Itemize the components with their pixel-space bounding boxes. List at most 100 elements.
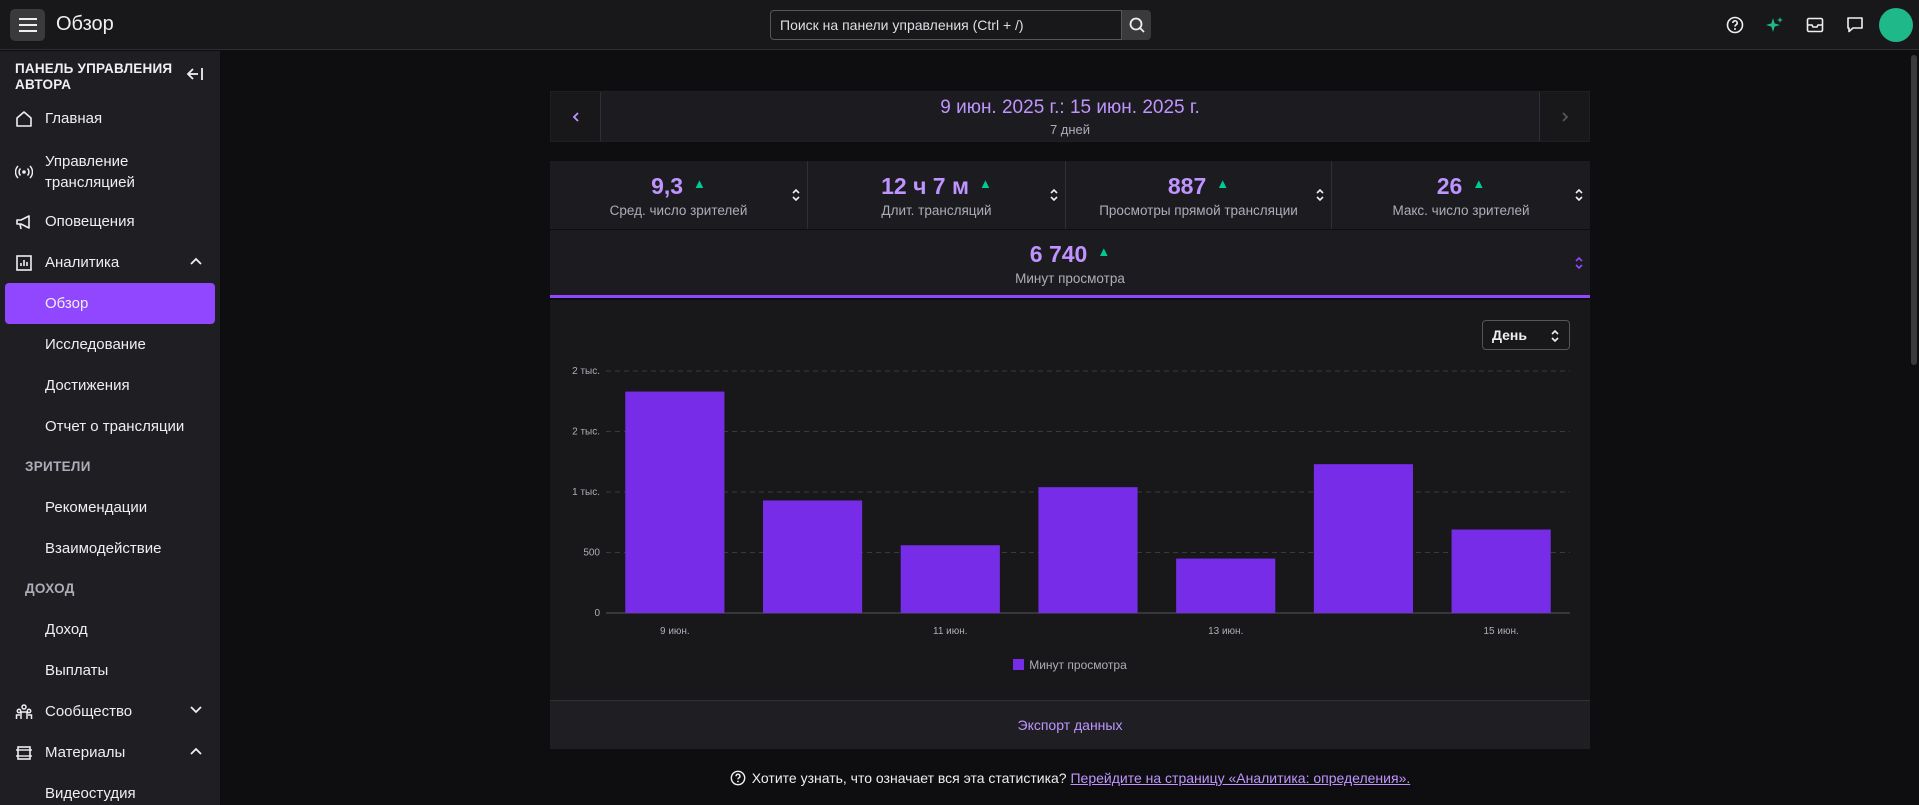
chevron-up-icon — [190, 747, 202, 755]
search-bar — [770, 10, 1151, 40]
kpi-stream-duration[interactable]: 12 ч 7 м ▲ Длит. трансляций — [808, 161, 1066, 229]
avatar[interactable] — [1879, 8, 1913, 42]
legend-swatch — [1013, 659, 1025, 670]
chart-panel: День 0 500 1 тыс. 2 тыс. 2 тыс. 9 июн. 11 июн.… — [550, 300, 1590, 700]
next-range-button[interactable] — [1539, 92, 1589, 141]
page-title: Обзор — [56, 13, 114, 35]
bar — [762, 500, 863, 613]
kpi-max-viewers[interactable]: 26 ▲ Макс. число зрителей — [1332, 161, 1590, 229]
bar — [900, 545, 1000, 613]
sort-icon — [1316, 188, 1324, 202]
sparkle-icon — [1766, 17, 1783, 32]
broadcast-icon — [15, 165, 33, 179]
date-range-text: 9 июн. 2025 г.: 15 июн. 2025 г. — [940, 97, 1200, 118]
search-button[interactable] — [1122, 10, 1151, 40]
sidebar-item-content[interactable]: Материалы — [5, 732, 215, 773]
y-tick-label: 2 тыс. — [572, 366, 600, 377]
export-data-button[interactable]: Экспорт данных — [550, 700, 1590, 749]
top-icons — [1715, 0, 1919, 50]
kpi-avg-viewers[interactable]: 9,3 ▲ Сред. число зрителей — [550, 161, 808, 229]
sidebar-item-stream-report[interactable]: Отчет о трансляции — [5, 406, 215, 447]
sidebar-item-analytics[interactable]: Аналитика — [5, 242, 215, 283]
bar — [1313, 464, 1414, 613]
granularity-value: День — [1492, 327, 1527, 343]
help-button[interactable] — [1715, 5, 1755, 45]
date-range-bar: 9 июн. 2025 г.: 15 июн. 2025 г. 7 дней — [550, 91, 1590, 142]
bar — [625, 391, 725, 613]
kpi-minutes-watched[interactable]: 6 740 ▲ Минут просмотра — [550, 230, 1590, 298]
sort-icon — [1575, 256, 1583, 270]
chevron-down-icon — [190, 706, 202, 714]
y-tick-label: 1 тыс. — [572, 487, 600, 498]
sidebar-item-label: Материалы — [45, 744, 126, 761]
sidebar-item-label: Оповещения — [45, 213, 135, 230]
sidebar-item-revenue[interactable]: Доход — [5, 609, 215, 650]
trend-up-icon: ▲ — [1216, 176, 1230, 191]
kpi-value: 887 — [1167, 173, 1207, 199]
sidebar-item-label: Отчет о трансляции — [45, 418, 185, 435]
home-icon — [16, 111, 32, 127]
kpi-label: Просмотры прямой трансляции — [1099, 203, 1298, 218]
sidebar-item-research[interactable]: Исследование — [5, 324, 215, 365]
legend-label: Минут просмотра — [1029, 658, 1127, 672]
definitions-link[interactable]: Перейдите на страницу «Аналитика: опреде… — [1070, 770, 1411, 786]
inbox-icon — [1806, 17, 1824, 33]
hamburger-icon — [18, 18, 37, 32]
select-arrows-icon — [1551, 329, 1559, 343]
sidebar-item-overview[interactable]: Обзор — [5, 283, 215, 324]
collapse-sidebar-icon[interactable] — [186, 67, 204, 81]
kpi-label: Сред. число зрителей — [609, 203, 748, 218]
granularity-select[interactable]: День — [1482, 320, 1570, 350]
kpi-live-views[interactable]: 887 ▲ Просмотры прямой трансляции — [1066, 161, 1332, 229]
whispers-icon — [1847, 17, 1863, 33]
inbox-button[interactable] — [1795, 5, 1835, 45]
sidebar-item-video-studio[interactable]: Видеостудия — [5, 773, 215, 805]
sidebar-item-label: Видеостудия — [45, 785, 136, 802]
sidebar-section-revenue: ДОХОД — [25, 581, 75, 596]
sidebar-item-stream-manager[interactable]: Управление трансляцией — [5, 146, 215, 198]
help-icon — [730, 770, 746, 786]
kpi-label: Минут просмотра — [1015, 271, 1125, 286]
sidebar-item-alerts[interactable]: Оповещения — [5, 201, 215, 242]
sidebar-item-label: Взаимодействие — [45, 540, 162, 557]
sidebar-item-label: Исследование — [45, 336, 146, 353]
previous-range-button[interactable] — [551, 92, 601, 141]
sidebar-item-community[interactable]: Сообщество — [5, 691, 215, 732]
community-icon — [15, 704, 33, 719]
analytics-icon — [16, 255, 32, 271]
sidebar-item-label: Доход — [45, 621, 88, 638]
sidebar-item-home[interactable]: Главная — [5, 98, 215, 139]
sidebar-item-label: Обзор — [45, 295, 89, 312]
date-range-days: 7 дней — [1049, 122, 1091, 137]
trend-up-icon: ▲ — [979, 176, 992, 191]
scrollbar[interactable] — [1911, 55, 1917, 365]
top-bar: Обзор — [0, 0, 1919, 50]
sidebar-item-recommendations[interactable]: Рекомендации — [5, 487, 215, 528]
sidebar-item-label: Сообщество — [45, 703, 133, 720]
sidebar-item-label: Главная — [45, 110, 103, 127]
sort-icon — [1050, 188, 1058, 202]
search-input[interactable] — [770, 10, 1122, 40]
sidebar-item-payouts[interactable]: Выплаты — [5, 650, 215, 691]
sort-icon — [792, 188, 800, 202]
date-range-display[interactable]: 9 июн. 2025 г.: 15 июн. 2025 г. 7 дней — [601, 92, 1539, 141]
y-tick-label: 2 тыс. — [572, 427, 600, 438]
help-icon — [1726, 16, 1744, 34]
sparkle-button[interactable] — [1755, 5, 1795, 45]
whispers-button[interactable] — [1835, 5, 1875, 45]
sidebar-heading: ПАНЕЛЬ УПРАВЛЕНИЯ АВТОРА — [15, 61, 173, 92]
sidebar-item-engagement[interactable]: Взаимодействие — [5, 528, 215, 569]
bar — [1038, 487, 1138, 613]
menu-button[interactable] — [10, 9, 45, 41]
sidebar-item-achievements[interactable]: Достижения — [5, 365, 215, 406]
sidebar: ПАНЕЛЬ УПРАВЛЕНИЯ АВТОРА Главная Управле… — [0, 51, 220, 805]
kpi-row: 9,3 ▲ Сред. число зрителей 12 ч 7 м ▲ Длит… — [550, 161, 1590, 229]
chevron-up-icon — [190, 257, 202, 265]
chevron-left-icon — [572, 111, 579, 122]
help-text: Хотите узнать, что означает вся эта стат… — [751, 770, 1067, 786]
sidebar-item-label: Достижения — [45, 377, 130, 394]
megaphone-icon — [16, 215, 30, 230]
sidebar-item-label: Аналитика — [45, 254, 120, 271]
x-tick-label: 9 июн. — [660, 626, 690, 637]
search-icon — [1129, 17, 1145, 33]
